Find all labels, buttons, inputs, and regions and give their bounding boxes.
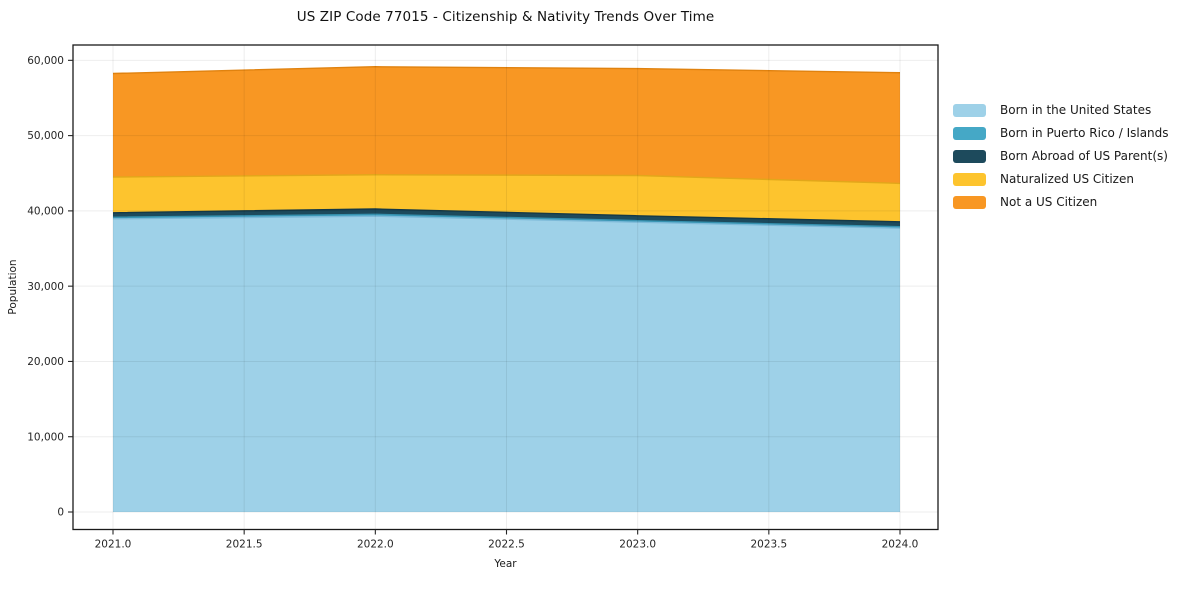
x-tick-label: 2022.0 <box>357 539 394 551</box>
plot-frame <box>72 44 939 531</box>
y-axis-label: Population <box>7 259 19 315</box>
area-series-3 <box>113 174 900 222</box>
x-tick-label: 2022.5 <box>488 539 525 551</box>
legend-swatch-icon <box>953 196 986 210</box>
legend-swatch-icon <box>953 104 986 118</box>
area-edge-2 <box>112 208 901 223</box>
legend-swatch-icon <box>953 173 986 187</box>
area-edge-4 <box>112 66 901 75</box>
area-edge-0 <box>112 215 901 229</box>
area-series-2 <box>113 209 900 227</box>
legend-label: Born in the United States <box>1000 103 1152 117</box>
x-tick-label: 2024.0 <box>882 539 919 551</box>
legend-swatch-icon <box>953 127 986 141</box>
legend-item-2: Born Abroad of US Parent(s) <box>953 149 1169 164</box>
y-tick-label: 10,000 <box>27 431 64 443</box>
legend-item-4: Not a US Citizen <box>953 195 1169 210</box>
legend-swatch-icon <box>953 150 986 164</box>
x-tick-label: 2023.0 <box>619 539 656 551</box>
chart-title: US ZIP Code 77015 - Citizenship & Nativi… <box>296 9 715 25</box>
x-tick-label: 2021.5 <box>226 539 263 551</box>
legend-item-0: Born in the United States <box>953 103 1169 118</box>
legend-item-3: Naturalized US Citizen <box>953 172 1169 187</box>
area-series-0 <box>113 216 900 513</box>
legend-label: Naturalized US Citizen <box>1000 172 1134 186</box>
area-series-4 <box>113 66 900 184</box>
legend-item-1: Born in Puerto Rico / Islands <box>953 126 1169 141</box>
legend-label: Born in Puerto Rico / Islands <box>1000 126 1169 140</box>
area-edge-1 <box>112 213 901 228</box>
y-tick-label: 20,000 <box>27 356 64 368</box>
x-axis-label: Year <box>494 558 517 570</box>
y-tick-label: 0 <box>57 507 64 519</box>
y-tick-label: 30,000 <box>27 281 64 293</box>
legend: Born in the United States Born in Puerto … <box>953 103 1169 210</box>
y-tick-label: 50,000 <box>27 130 64 142</box>
legend-label: Not a US Citizen <box>1000 195 1098 209</box>
legend-label: Born Abroad of US Parent(s) <box>1000 149 1168 163</box>
y-tick-label: 40,000 <box>27 205 64 217</box>
y-tick-label: 60,000 <box>27 55 64 67</box>
area-edge-3 <box>112 174 901 185</box>
x-tick-label: 2021.0 <box>95 539 132 551</box>
x-tick-label: 2023.5 <box>750 539 787 551</box>
